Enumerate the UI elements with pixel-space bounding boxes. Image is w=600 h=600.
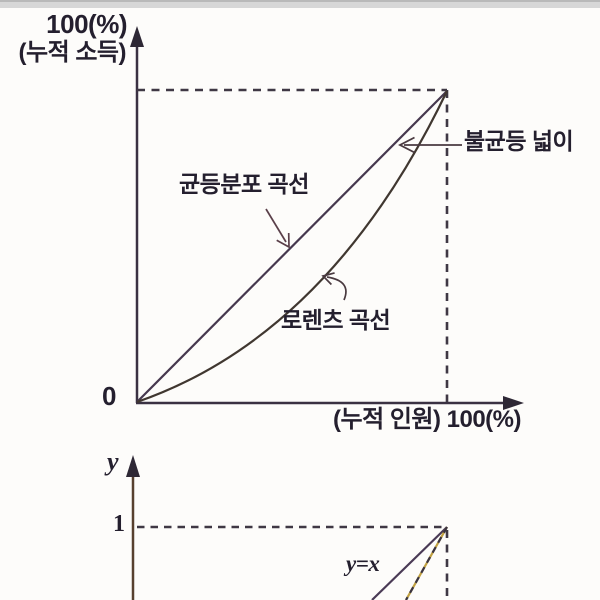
bottom-y-axis-arrowhead-icon (126, 455, 140, 477)
top-y-axis-arrowhead-icon (130, 26, 144, 47)
top-y-axis-title-line1: 100(%) (46, 9, 127, 39)
equal-distribution-arrowhead-icon (276, 232, 290, 249)
bottom-chart-axes (126, 455, 449, 600)
inequality-area-arrowhead-icon (398, 136, 415, 154)
top-origin-label: 0 (102, 381, 116, 411)
equal-distribution-label: 균등분포 곡선 (179, 171, 309, 197)
equal-distribution-arrow (265, 208, 287, 243)
top-chart-axes (130, 26, 524, 410)
lorenz-arrow (326, 276, 347, 301)
scan-edge-strip (0, 0, 600, 8)
equal-distribution-line (136, 90, 448, 403)
bottom-chart-curves (371, 526, 448, 600)
top-y-axis-title-line2: (누적 소득) (18, 39, 127, 66)
top-chart-annotation-arrows (265, 136, 462, 301)
top-chart-curves (136, 90, 448, 404)
bottom-y-axis-title: y (107, 447, 119, 476)
y-equals-x-line (371, 526, 448, 600)
lorenz-curve (136, 90, 448, 404)
y-equals-x-label: y=x (346, 551, 380, 576)
bottom-tick-label-1: 1 (113, 511, 125, 537)
top-x-axis-arrowhead-icon (503, 396, 524, 410)
lorenz-arrowhead-icon (321, 272, 335, 286)
lorenz-label: 로렌츠 곡선 (281, 307, 391, 333)
inequality-area-label: 불균등 넓이 (464, 128, 574, 154)
bottom-curve-line (405, 526, 448, 600)
top-x-axis-title: (누적 인원) 100(%) (333, 406, 522, 433)
